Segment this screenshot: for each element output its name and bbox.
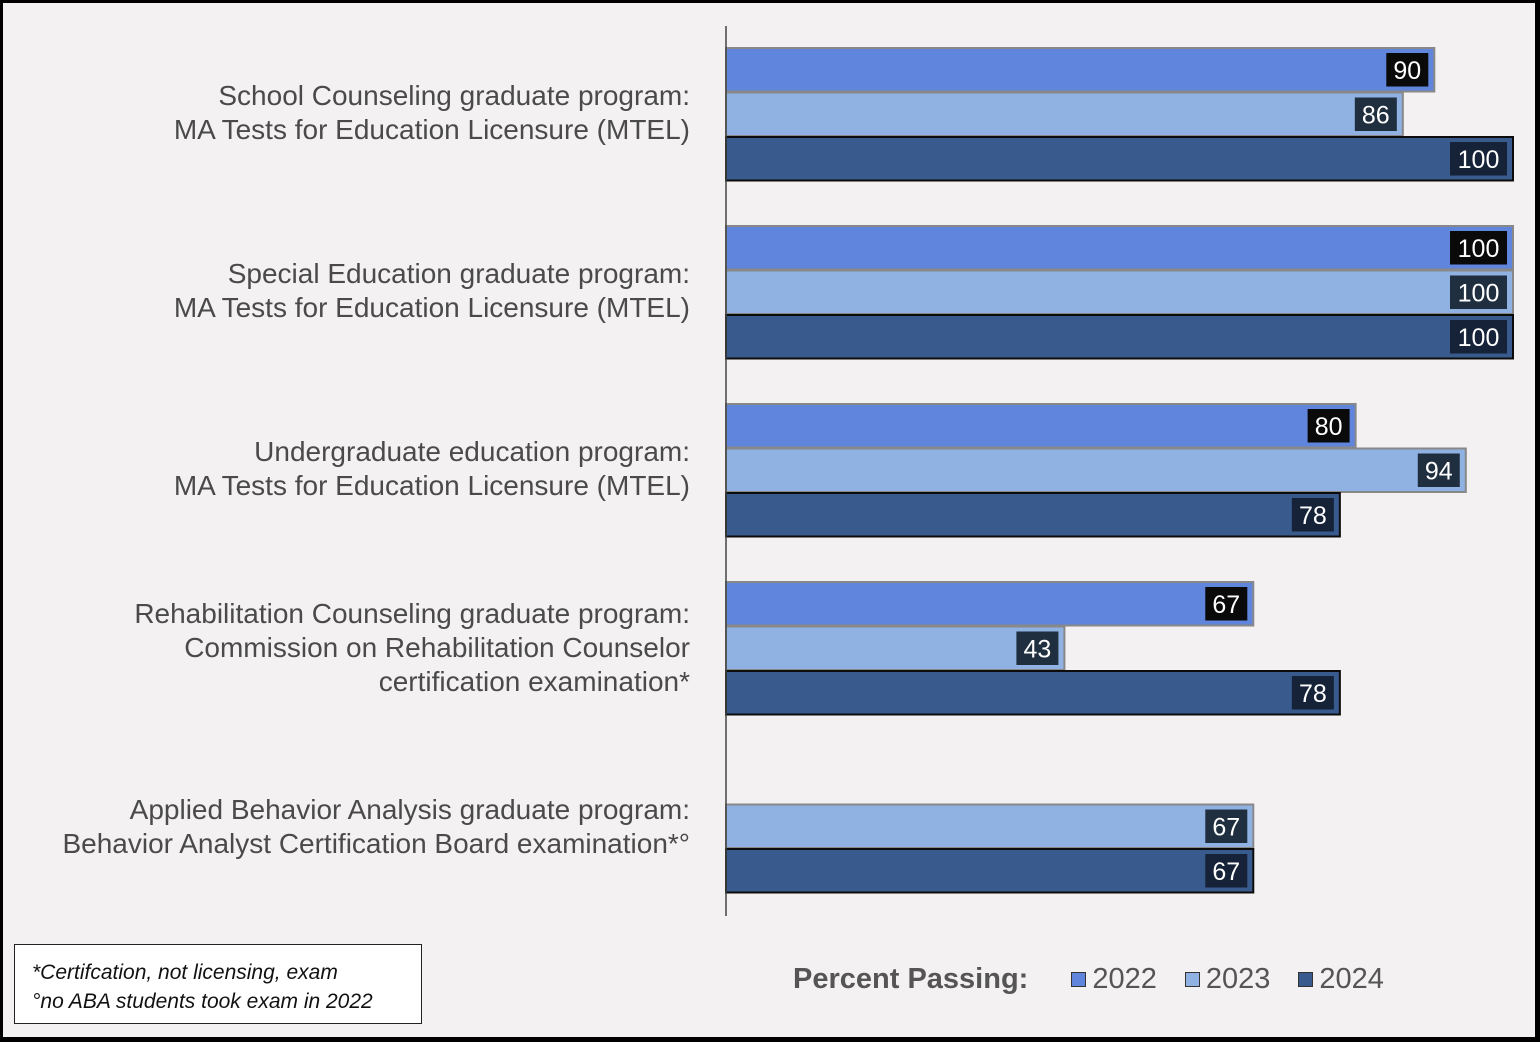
data-label-bg-2022-cat2 xyxy=(1307,409,1350,443)
bar-2022-cat1 xyxy=(725,225,1514,271)
data-label-2022-cat0: 90 xyxy=(1393,57,1421,85)
legend-swatch-2022 xyxy=(1071,971,1087,987)
bar-2023-cat0 xyxy=(725,91,1404,137)
legend-swatch-2024 xyxy=(1298,971,1314,987)
category-label-line: certification examination* xyxy=(378,666,690,697)
bar-2023-cat4 xyxy=(725,803,1255,849)
category-label-line: Rehabilitation Counseling graduate progr… xyxy=(134,598,690,629)
category-label-line: Applied Behavior Analysis graduate progr… xyxy=(129,794,690,825)
legend-swatch-2023 xyxy=(1184,971,1200,987)
legend-title: Percent Passing: xyxy=(793,962,1029,995)
data-label-2023-cat1: 100 xyxy=(1458,279,1500,307)
footnote-box: *Certifcation, not licensing, exam °no A… xyxy=(14,944,422,1024)
bar-2024-cat2 xyxy=(725,492,1341,538)
category-label-2: Undergraduate education program: MA Tests… xyxy=(0,435,690,503)
category-label-line: Special Education graduate program: xyxy=(227,258,690,289)
data-label-2023-cat2: 94 xyxy=(1425,457,1453,485)
data-label-2024-cat1: 100 xyxy=(1458,324,1500,352)
category-label-4: Applied Behavior Analysis graduate progr… xyxy=(0,793,690,861)
bar-2023-cat1 xyxy=(725,269,1514,315)
data-label-2024-cat2: 78 xyxy=(1299,502,1327,530)
category-label-0: School Counseling graduate program: MA Te… xyxy=(0,79,690,147)
category-label-1: Special Education graduate program: MA Te… xyxy=(0,257,690,325)
data-label-2023-cat4: 67 xyxy=(1212,813,1240,841)
category-label-line: Behavior Analyst Certification Board exa… xyxy=(62,828,690,859)
data-label-bg-2023-cat3 xyxy=(1016,631,1059,665)
bar-2023-cat2 xyxy=(725,447,1467,493)
bar-2022-cat2 xyxy=(725,403,1357,449)
footnote-certification: *Certifcation, not licensing, exam xyxy=(32,961,338,984)
footnote-aba-2022: °no ABA students took exam in 2022 xyxy=(32,990,373,1013)
category-label-line: Undergraduate education program: xyxy=(254,436,690,467)
data-label-2023-cat3: 43 xyxy=(1024,635,1052,663)
data-label-bg-2023-cat1 xyxy=(1450,275,1507,309)
category-label-line: School Counseling graduate program: xyxy=(218,80,690,111)
bar-2022-cat0 xyxy=(725,47,1436,93)
data-label-bg-2023-cat2 xyxy=(1417,453,1460,487)
data-label-bg-2024-cat3 xyxy=(1291,676,1334,710)
data-label-2024-cat0: 100 xyxy=(1458,146,1500,174)
legend-item-2022: 2022 xyxy=(1071,963,1157,996)
data-label-2024-cat4: 67 xyxy=(1212,858,1240,886)
legend-label-2022: 2022 xyxy=(1092,962,1157,995)
category-label-line: MA Tests for Education Licensure (MTEL) xyxy=(173,114,690,145)
bar-2024-cat0 xyxy=(725,136,1514,182)
category-label-3: Rehabilitation Counseling graduate progr… xyxy=(0,597,690,699)
data-label-2024-cat3: 78 xyxy=(1299,680,1327,708)
bar-2022-cat3 xyxy=(725,581,1255,627)
data-label-bg-2022-cat0 xyxy=(1386,53,1429,87)
legend-item-2024: 2024 xyxy=(1298,963,1384,996)
data-label-2022-cat2: 80 xyxy=(1315,413,1343,441)
legend-label-2023: 2023 xyxy=(1205,962,1271,995)
bar-2023-cat3 xyxy=(725,625,1066,671)
data-label-bg-2022-cat3 xyxy=(1205,587,1248,621)
data-label-2022-cat3: 67 xyxy=(1212,591,1240,619)
legend-label-2024: 2024 xyxy=(1319,962,1384,995)
category-label-line: MA Tests for Education Licensure (MTEL) xyxy=(173,470,690,501)
data-label-bg-2024-cat0 xyxy=(1450,142,1507,176)
data-label-2022-cat1: 100 xyxy=(1458,235,1500,263)
data-label-bg-2024-cat2 xyxy=(1291,498,1334,532)
data-label-bg-2024-cat1 xyxy=(1450,320,1507,354)
legend-item-2023: 2023 xyxy=(1184,962,1271,996)
chart-frame: 90 86 100 100 100 100 80 94 78 67 43 78 67 67 School … xyxy=(3,3,1535,1037)
bar-2024-cat4 xyxy=(725,848,1255,894)
data-label-2023-cat0: 86 xyxy=(1362,101,1390,129)
bar-2024-cat3 xyxy=(725,670,1341,716)
data-label-bg-2024-cat4 xyxy=(1205,854,1248,888)
category-label-line: MA Tests for Education Licensure (MTEL) xyxy=(173,292,690,323)
category-label-line: Commission on Rehabilitation Counselor xyxy=(184,632,690,663)
data-label-bg-2023-cat0 xyxy=(1354,97,1397,131)
data-label-bg-2022-cat1 xyxy=(1450,231,1507,265)
legend: Percent Passing: 2022 2023 2024 xyxy=(793,959,1412,999)
bar-2024-cat1 xyxy=(725,314,1514,360)
data-label-bg-2023-cat4 xyxy=(1205,809,1248,843)
